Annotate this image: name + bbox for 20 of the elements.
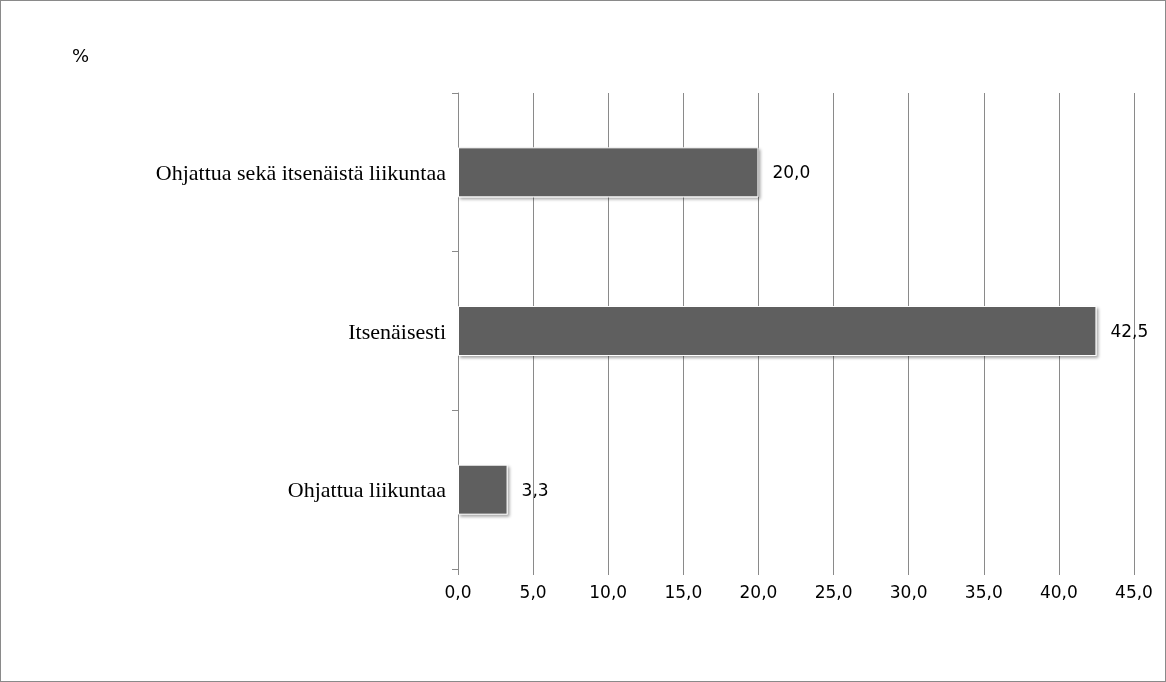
y-tick-label: Itsenäisesti: [348, 318, 446, 344]
bar: [458, 306, 1097, 356]
x-tick-label: 20,0: [739, 581, 778, 602]
text: %: [72, 44, 90, 66]
x-tick-label: 35,0: [964, 581, 1003, 602]
x-tick-label: 30,0: [889, 581, 928, 602]
data-label: 20,0: [772, 162, 811, 183]
x-tick-label: 45,0: [1115, 581, 1153, 602]
x-tick-label: 0,0: [444, 581, 472, 602]
bar: [458, 464, 508, 515]
data-label: 3,3: [521, 479, 549, 500]
x-tick-label: 10,0: [589, 581, 628, 602]
x-tick-label: 15,0: [664, 581, 703, 602]
data-label: 42,5: [1110, 321, 1149, 341]
x-tick-label: 25,0: [814, 581, 853, 602]
y-tick-label: Ohjattua liikuntaa: [287, 477, 447, 503]
x-tick-label: 5,0: [519, 581, 547, 602]
y-tick-label: Ohjattua sekä itsenäistä liikuntaa: [155, 159, 447, 185]
bar: [458, 147, 759, 198]
x-tick-label: 40,0: [1039, 581, 1078, 602]
